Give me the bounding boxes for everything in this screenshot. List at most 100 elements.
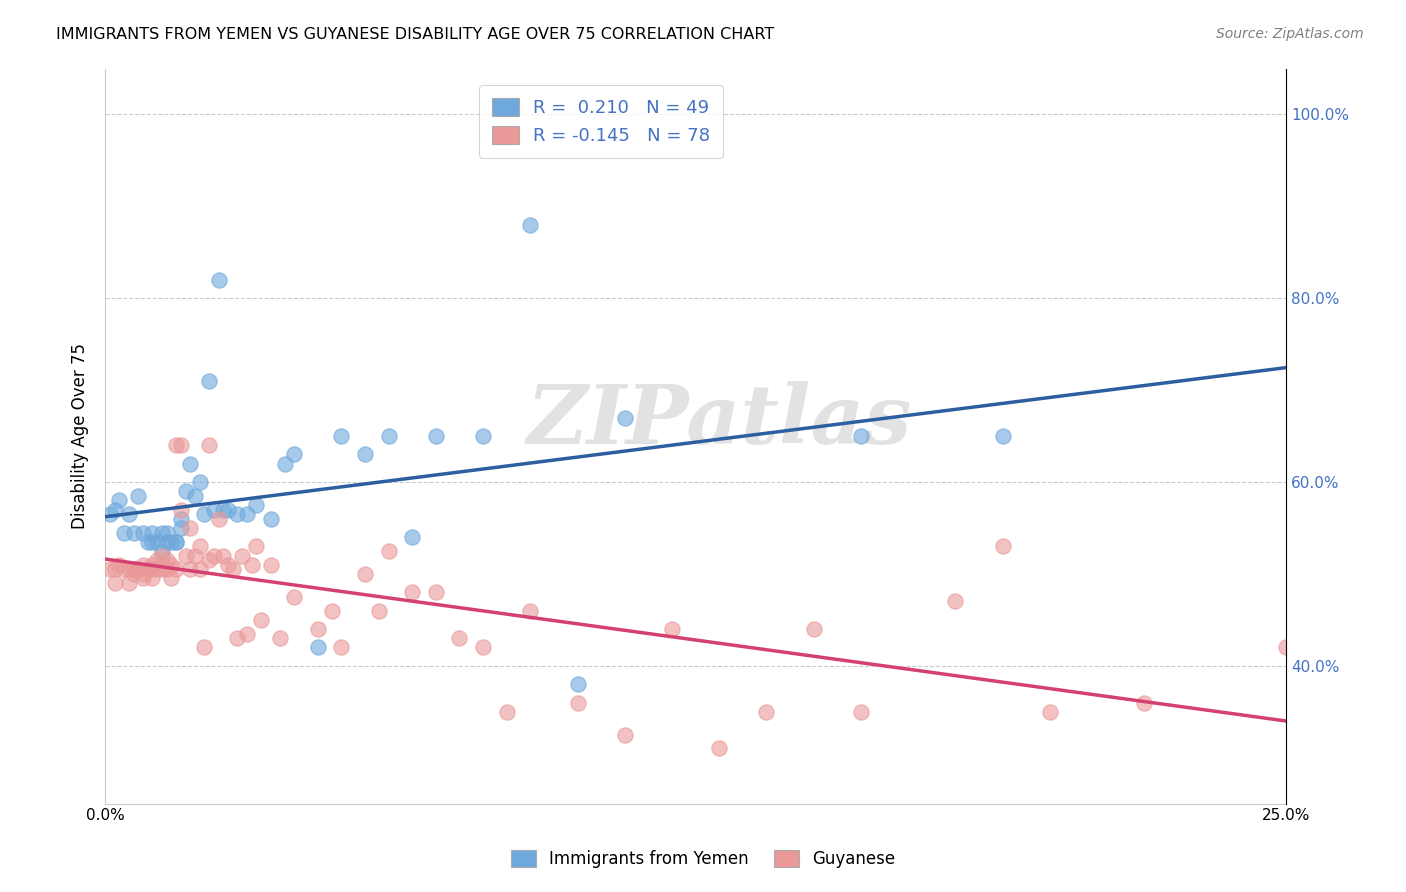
Point bbox=[127, 562, 149, 576]
Point bbox=[141, 534, 163, 549]
Point bbox=[165, 562, 187, 576]
Point bbox=[226, 631, 249, 645]
Point bbox=[118, 507, 141, 521]
Point bbox=[259, 558, 281, 572]
Point bbox=[160, 558, 183, 572]
Point bbox=[122, 525, 145, 540]
Point bbox=[354, 566, 377, 581]
Point bbox=[122, 562, 145, 576]
Point bbox=[179, 457, 201, 471]
Point bbox=[259, 512, 281, 526]
Point bbox=[188, 562, 211, 576]
Point bbox=[141, 525, 163, 540]
Point bbox=[207, 273, 229, 287]
Point bbox=[245, 539, 267, 553]
Point bbox=[472, 640, 495, 655]
Point bbox=[377, 544, 399, 558]
Point bbox=[108, 493, 131, 508]
Point bbox=[184, 549, 207, 563]
Point bbox=[165, 534, 187, 549]
Point bbox=[174, 484, 197, 499]
Point bbox=[283, 590, 305, 604]
Point bbox=[567, 677, 589, 691]
Point bbox=[136, 562, 159, 576]
Point bbox=[449, 631, 471, 645]
Point bbox=[943, 594, 966, 608]
Point bbox=[519, 604, 541, 618]
Point bbox=[118, 562, 141, 576]
Point bbox=[273, 457, 295, 471]
Point bbox=[1133, 696, 1156, 710]
Point bbox=[160, 572, 183, 586]
Point bbox=[307, 622, 329, 636]
Point bbox=[1275, 640, 1298, 655]
Point bbox=[991, 429, 1014, 443]
Point bbox=[198, 438, 221, 452]
Point bbox=[165, 534, 187, 549]
Point bbox=[108, 558, 131, 572]
Text: ZIPatlas: ZIPatlas bbox=[526, 382, 912, 461]
Point bbox=[250, 613, 273, 627]
Text: Source: ZipAtlas.com: Source: ZipAtlas.com bbox=[1216, 27, 1364, 41]
Point bbox=[184, 489, 207, 503]
Point bbox=[307, 640, 329, 655]
Point bbox=[98, 562, 121, 576]
Point bbox=[236, 507, 259, 521]
Point bbox=[112, 562, 135, 576]
Point bbox=[170, 438, 193, 452]
Point bbox=[425, 585, 447, 599]
Point bbox=[179, 562, 201, 576]
Point bbox=[174, 549, 197, 563]
Point bbox=[156, 553, 179, 567]
Point bbox=[803, 622, 825, 636]
Point bbox=[156, 534, 179, 549]
Point bbox=[709, 741, 731, 756]
Point bbox=[132, 558, 155, 572]
Point bbox=[150, 525, 173, 540]
Point bbox=[202, 502, 225, 516]
Point bbox=[141, 562, 163, 576]
Point bbox=[132, 572, 155, 586]
Point bbox=[495, 705, 517, 719]
Point bbox=[132, 525, 155, 540]
Point bbox=[170, 502, 193, 516]
Point bbox=[222, 562, 245, 576]
Point bbox=[1039, 705, 1062, 719]
Point bbox=[283, 447, 305, 461]
Point bbox=[146, 534, 169, 549]
Point bbox=[755, 705, 778, 719]
Point bbox=[217, 502, 239, 516]
Point bbox=[849, 429, 872, 443]
Point bbox=[193, 640, 215, 655]
Point bbox=[132, 566, 155, 581]
Point bbox=[269, 631, 291, 645]
Point bbox=[193, 507, 215, 521]
Point bbox=[613, 728, 636, 742]
Point bbox=[401, 530, 423, 544]
Point bbox=[127, 562, 149, 576]
Point bbox=[212, 549, 235, 563]
Point bbox=[104, 502, 127, 516]
Point bbox=[368, 604, 391, 618]
Point bbox=[188, 475, 211, 489]
Point bbox=[150, 549, 173, 563]
Text: IMMIGRANTS FROM YEMEN VS GUYANESE DISABILITY AGE OVER 75 CORRELATION CHART: IMMIGRANTS FROM YEMEN VS GUYANESE DISABI… bbox=[56, 27, 775, 42]
Point bbox=[165, 438, 187, 452]
Point bbox=[150, 544, 173, 558]
Point bbox=[330, 640, 353, 655]
Point bbox=[207, 512, 229, 526]
Point bbox=[425, 429, 447, 443]
Point bbox=[198, 553, 221, 567]
Point bbox=[472, 429, 495, 443]
Point bbox=[613, 410, 636, 425]
Point bbox=[104, 562, 127, 576]
Point bbox=[179, 521, 201, 535]
Point bbox=[170, 512, 193, 526]
Legend: Immigrants from Yemen, Guyanese: Immigrants from Yemen, Guyanese bbox=[505, 843, 901, 875]
Point bbox=[118, 576, 141, 591]
Point bbox=[240, 558, 263, 572]
Point bbox=[98, 507, 121, 521]
Point bbox=[245, 498, 267, 512]
Point bbox=[236, 626, 259, 640]
Y-axis label: Disability Age Over 75: Disability Age Over 75 bbox=[72, 343, 89, 529]
